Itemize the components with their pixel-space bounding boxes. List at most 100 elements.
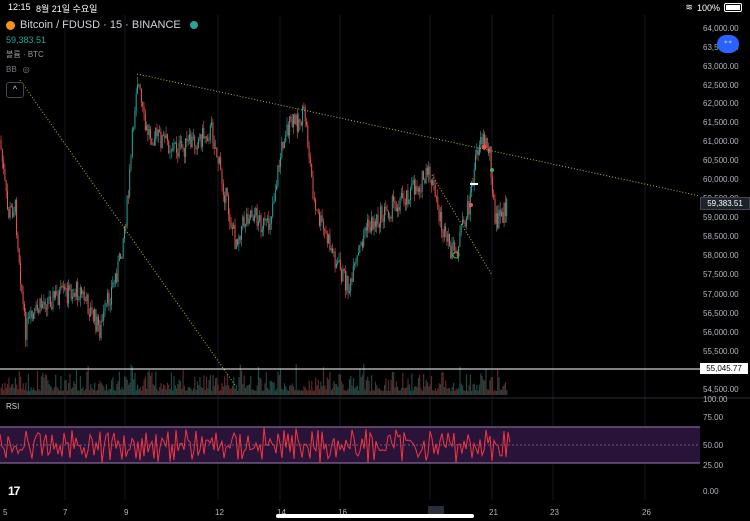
- price-tick-label: 55,500.00: [703, 347, 739, 356]
- candle-body: [272, 203, 274, 217]
- volume-bar: [228, 385, 230, 395]
- candle-body: [129, 169, 131, 197]
- volume-bar: [209, 374, 211, 395]
- candle-body: [242, 216, 244, 227]
- candle-body: [385, 206, 387, 210]
- candle-body: [439, 211, 441, 222]
- volume-bar: [221, 383, 223, 395]
- home-indicator[interactable]: [276, 514, 474, 518]
- volume-bar: [358, 390, 360, 395]
- candle-body: [476, 150, 478, 156]
- volume-bar: [476, 384, 478, 395]
- candle-body: [30, 310, 32, 318]
- volume-bar: [382, 390, 384, 395]
- collapse-legend-button[interactable]: ^: [6, 82, 24, 98]
- volume-bar: [451, 386, 453, 395]
- volume-bar: [304, 387, 306, 395]
- candle-body: [313, 198, 315, 200]
- volume-legend[interactable]: 볼륨 · BTC: [6, 50, 44, 59]
- time-tick-label: 14: [277, 508, 286, 517]
- candle-body: [55, 291, 57, 298]
- candle-body: [228, 195, 229, 215]
- volume-bar: [417, 378, 419, 395]
- volume-bar: [348, 379, 351, 395]
- candle-body: [400, 193, 402, 198]
- volume-bar: [420, 388, 422, 395]
- trendline-upper: [136, 73, 701, 197]
- candle-body: [173, 143, 175, 150]
- volume-bar: [261, 390, 263, 395]
- candle-body: [18, 248, 20, 263]
- candle-body: [126, 196, 128, 227]
- price-tick-label: 54,500.00: [703, 385, 739, 394]
- price-tick-label: 56,000.00: [703, 328, 739, 337]
- symbol-header[interactable]: Bitcoin / FDUSD · 15 · BINANCE: [6, 19, 198, 31]
- candle-body: [404, 202, 406, 205]
- volume-bar: [364, 389, 366, 395]
- volume-bar: [352, 377, 354, 395]
- candle-body: [445, 226, 447, 232]
- volume-bar: [478, 384, 481, 395]
- candle-body: [473, 169, 475, 186]
- volume-bar: [61, 390, 63, 395]
- volume-bar: [309, 389, 312, 395]
- candle-body: [27, 317, 29, 319]
- candle-body: [394, 201, 396, 204]
- volume-bar: [263, 390, 265, 395]
- candle-body: [352, 266, 354, 282]
- volume-bar: [229, 388, 231, 395]
- candle-body: [395, 203, 397, 212]
- quick-action-button[interactable]: ⁺⁺: [717, 35, 739, 53]
- candle-body: [168, 141, 170, 153]
- volume-bar: [278, 375, 280, 395]
- candle-body: [302, 106, 304, 126]
- candle-body: [22, 291, 24, 304]
- volume-bar: [48, 384, 50, 395]
- volume-bar: [192, 388, 195, 395]
- volume-bar: [360, 377, 362, 395]
- volume-bar: [36, 370, 39, 395]
- candle-body: [417, 188, 419, 192]
- candle-body: [66, 288, 68, 304]
- volume-bar: [308, 380, 310, 395]
- eye-off-icon[interactable]: ◎: [22, 65, 30, 74]
- bitcoin-icon: [6, 20, 15, 30]
- volume-bar: [77, 389, 79, 395]
- volume-bar: [459, 366, 461, 395]
- volume-bar: [265, 372, 267, 395]
- candle-body: [493, 193, 495, 199]
- candle-body: [73, 293, 75, 297]
- volume-bar: [185, 390, 187, 395]
- candle-body: [35, 304, 37, 308]
- volume-bar: [172, 390, 174, 395]
- volume-bar: [272, 382, 274, 395]
- volume-bar: [441, 372, 443, 395]
- volume-bar: [252, 389, 254, 395]
- tradingview-logo[interactable]: 17: [8, 484, 20, 498]
- candle-body: [283, 141, 285, 149]
- candle-body: [315, 199, 317, 210]
- candle-body: [276, 185, 278, 191]
- candle-body: [92, 309, 94, 322]
- candle-body: [218, 157, 220, 164]
- bb-legend[interactable]: BB ◎: [6, 65, 30, 74]
- volume-bar: [293, 386, 295, 395]
- volume-bar: [267, 387, 269, 395]
- price-tick-label: 63,000.00: [703, 62, 739, 71]
- candle-body: [78, 298, 80, 300]
- horizontal-line-price-tag[interactable]: 55,045.77: [700, 363, 748, 374]
- volume-bars: [0, 363, 508, 395]
- candle-body: [278, 165, 280, 167]
- volume-bar: [200, 386, 202, 395]
- candle-body: [3, 161, 5, 170]
- volume-bar: [363, 363, 365, 395]
- volume-bar: [415, 385, 417, 395]
- rsi-label[interactable]: RSI: [6, 402, 20, 411]
- volume-bar: [328, 379, 330, 395]
- candle-body: [194, 136, 196, 146]
- volume-bar: [90, 383, 92, 395]
- candle-body: [16, 199, 18, 236]
- volume-bar: [117, 380, 119, 395]
- candle-body: [187, 140, 189, 142]
